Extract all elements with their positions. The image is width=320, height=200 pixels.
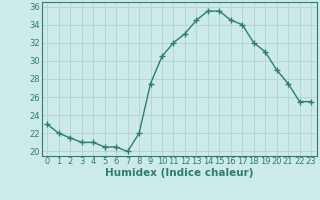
X-axis label: Humidex (Indice chaleur): Humidex (Indice chaleur) [105, 168, 253, 178]
